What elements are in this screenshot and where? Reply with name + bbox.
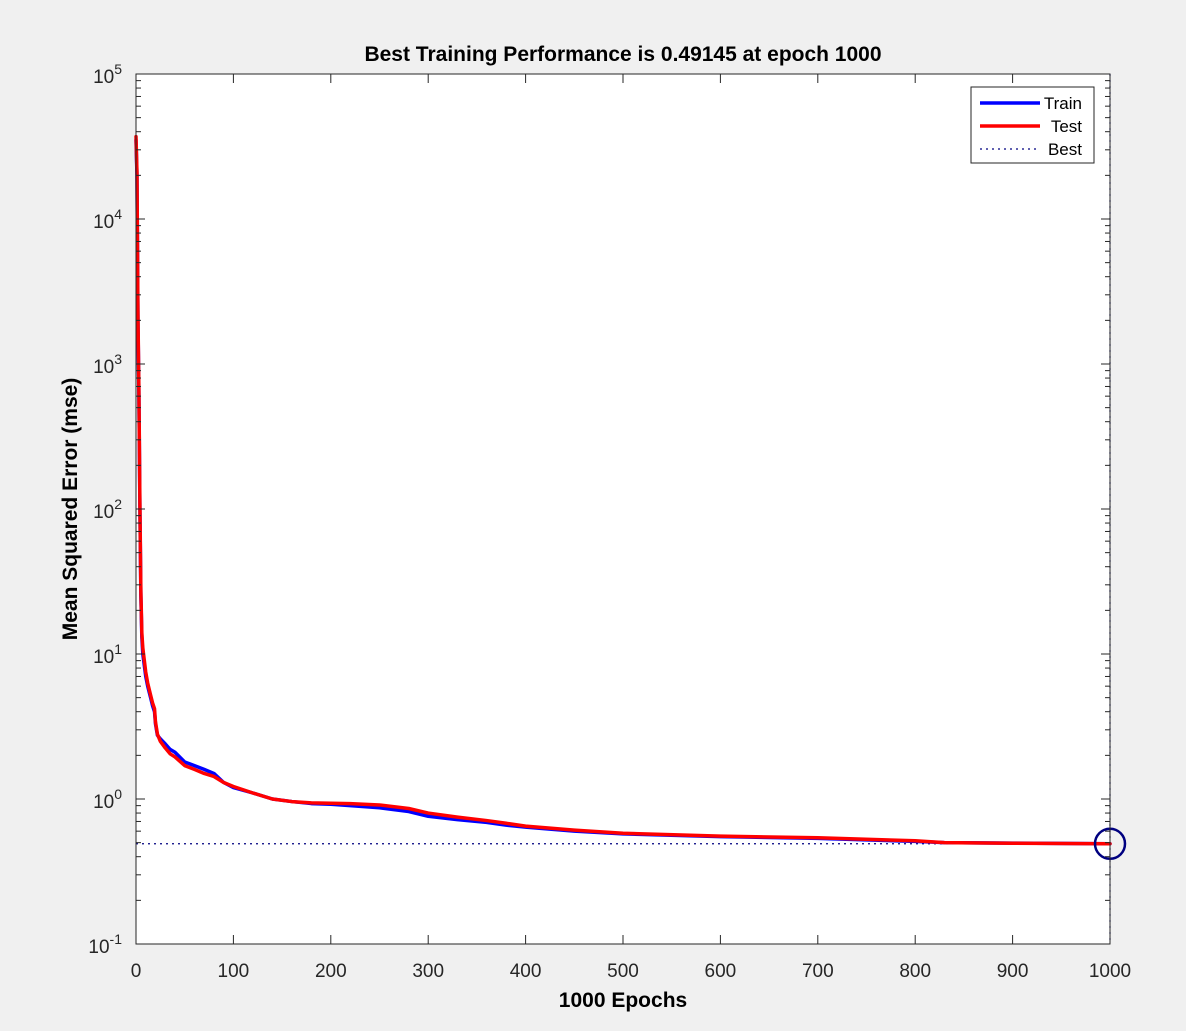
legend-label-best: Best: [1048, 140, 1082, 159]
y-tick-label: 104: [93, 206, 122, 233]
y-tick-label: 10-1: [88, 931, 122, 958]
x-tick-label: 200: [315, 961, 347, 982]
y-tick-label: 105: [93, 61, 122, 88]
legend: Train Test Best: [970, 86, 1095, 164]
x-tick-label: 600: [705, 961, 737, 982]
x-tick-label: 800: [899, 961, 931, 982]
y-tick-label: 103: [93, 351, 122, 378]
x-tick-label: 1000: [1089, 961, 1131, 982]
plot-area: [136, 74, 1110, 944]
x-tick-label: 400: [510, 961, 542, 982]
x-axis-label: 1000 Epochs: [559, 989, 687, 1012]
chart-title: Best Training Performance is 0.49145 at …: [364, 43, 881, 66]
y-tick-label: 101: [93, 641, 122, 668]
x-tick-label: 100: [218, 961, 250, 982]
x-tick-label: 500: [607, 961, 639, 982]
y-tick-label: 100: [93, 786, 122, 813]
x-tick-label: 300: [412, 961, 444, 982]
y-tick-label: 102: [93, 496, 122, 523]
legend-label-test: Test: [1051, 117, 1082, 136]
x-tick-label: 0: [131, 961, 142, 982]
x-tick-label: 700: [802, 961, 834, 982]
series-line-test: [134, 134, 1112, 846]
x-tick-label: 900: [997, 961, 1029, 982]
legend-label-train: Train: [1044, 94, 1082, 113]
y-axis-label: Mean Squared Error (mse): [59, 378, 82, 641]
